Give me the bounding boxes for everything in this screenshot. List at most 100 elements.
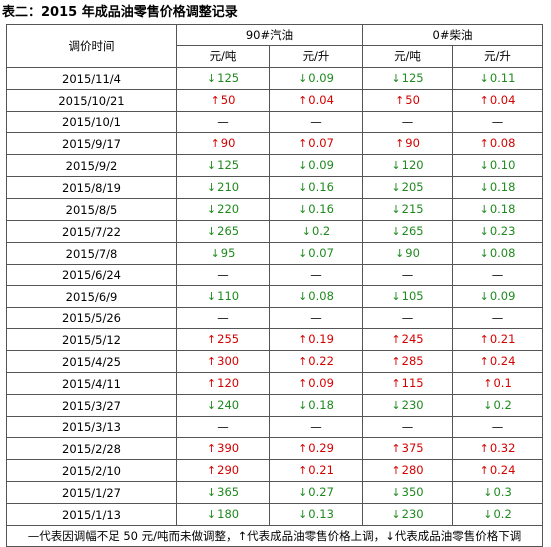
value-text: 0.09 xyxy=(489,289,516,303)
value-cell-g-ton: — xyxy=(176,264,270,286)
value-text: 0.1 xyxy=(493,376,512,390)
arrow-down-icon: ↓ xyxy=(479,159,489,172)
value-cell-d-ton: — xyxy=(362,111,453,133)
value-text: 215 xyxy=(401,202,424,216)
value-cell-g-l: — xyxy=(269,264,363,286)
value-cell-g-l: ↓0.27 xyxy=(269,481,363,504)
value-cell-d-ton: ↑115 xyxy=(362,372,453,395)
value-text: 240 xyxy=(217,398,240,412)
unit-diesel-liter: 元/升 xyxy=(451,45,544,68)
value-text: 0.2 xyxy=(311,224,331,238)
value-cell-g-ton: ↓220 xyxy=(176,198,270,221)
value-cell-d-l: ↓0.10 xyxy=(451,154,544,177)
arrow-up-icon: ↑ xyxy=(210,137,220,150)
table-row: 2015/2/28 ↑390 ↑0.29 ↑375 ↑0.32 xyxy=(6,437,544,460)
value-cell-d-ton: ↑280 xyxy=(362,459,453,482)
value-text: — xyxy=(401,420,414,434)
value-text: — xyxy=(217,311,229,325)
date-cell: 2015/8/19 xyxy=(6,176,177,199)
arrow-down-icon: ↓ xyxy=(206,159,217,172)
value-cell-d-l: ↓0.2 xyxy=(451,394,544,417)
unit-diesel-ton: 元/吨 xyxy=(362,45,453,68)
value-text: — xyxy=(217,268,229,282)
value-text: 375 xyxy=(401,441,424,455)
arrow-down-icon: ↓ xyxy=(391,203,401,216)
value-text: 210 xyxy=(217,180,240,194)
value-cell-d-l: — xyxy=(451,111,544,133)
value-cell-g-l: ↑0.07 xyxy=(269,132,363,155)
value-cell-g-ton: ↓110 xyxy=(176,285,270,308)
value-cell-g-l: ↓0.16 xyxy=(269,198,363,221)
value-text: 0.18 xyxy=(489,180,516,194)
value-cell-g-ton: ↓95 xyxy=(176,242,270,265)
value-cell-g-l: ↓0.09 xyxy=(269,154,363,177)
value-cell-g-l: ↑0.19 xyxy=(269,328,363,351)
value-text: 290 xyxy=(217,463,240,477)
footnote-row: —代表因调幅不足 50 元/吨而未做调整，↑代表成品油零售价格上调，↓代表成品油… xyxy=(5,525,544,547)
value-cell-d-l: ↑0.21 xyxy=(451,328,544,351)
date-cell: 2015/6/24 xyxy=(6,264,177,286)
arrow-up-icon: ↑ xyxy=(391,464,401,477)
value-cell-d-ton: ↓265 xyxy=(362,220,453,243)
value-cell-d-ton: ↓230 xyxy=(362,394,453,417)
arrow-down-icon: ↓ xyxy=(391,290,401,303)
table-row: 2015/9/2 ↓125 ↓0.09 ↓120 ↓0.10 xyxy=(6,154,544,177)
value-text: 0.16 xyxy=(308,180,334,194)
table-row: 2015/2/10 ↑290 ↑0.21 ↑280 ↑0.24 xyxy=(6,459,544,482)
date-cell: 2015/11/4 xyxy=(6,67,177,90)
arrow-up-icon: ↑ xyxy=(206,442,217,455)
table-row: 2015/3/13 — — — — xyxy=(6,416,544,438)
table-row: 2015/8/5 ↓220 ↓0.16 ↓215 ↓0.18 xyxy=(6,198,544,221)
arrow-up-icon: ↑ xyxy=(298,94,308,107)
unit-gasoline-liter: 元/升 xyxy=(269,45,363,68)
table-row: 2015/10/21 ↑50 ↑0.04 ↑50 ↑0.04 xyxy=(6,89,544,112)
value-text: 0.11 xyxy=(489,71,516,85)
value-cell-d-ton: ↓230 xyxy=(362,503,453,526)
value-text: 180 xyxy=(217,507,240,521)
table-row: 2015/4/25 ↑300 ↑0.22 ↑285 ↑0.24 xyxy=(6,350,544,373)
value-text: 95 xyxy=(220,246,236,260)
value-cell-d-ton: ↑245 xyxy=(362,328,453,351)
value-cell-g-ton: — xyxy=(176,416,270,438)
date-cell: 2015/3/27 xyxy=(6,394,177,417)
value-text: 280 xyxy=(401,463,424,477)
value-cell-d-ton: ↓205 xyxy=(362,176,453,199)
arrow-up-icon: ↑ xyxy=(298,377,308,390)
arrow-down-icon: ↓ xyxy=(483,399,493,412)
date-cell: 2015/10/21 xyxy=(6,89,177,112)
value-text: — xyxy=(310,268,322,282)
value-cell-d-l: ↓0.08 xyxy=(451,242,544,265)
value-text: — xyxy=(310,311,322,325)
arrow-down-icon: ↓ xyxy=(206,72,217,85)
arrow-up-icon: ↑ xyxy=(479,442,489,455)
arrow-up-icon: ↑ xyxy=(395,137,405,150)
value-cell-g-l: ↓0.18 xyxy=(269,394,363,417)
value-text: 105 xyxy=(401,289,424,303)
value-text: 245 xyxy=(401,332,424,346)
arrow-up-icon: ↑ xyxy=(391,377,401,390)
value-text: 0.08 xyxy=(489,246,516,260)
value-text: — xyxy=(491,115,504,129)
value-cell-g-l: ↑0.29 xyxy=(269,437,363,460)
value-cell-g-ton: ↑390 xyxy=(176,437,270,460)
value-text: — xyxy=(401,311,414,325)
arrow-up-icon: ↑ xyxy=(206,464,217,477)
arrow-down-icon: ↓ xyxy=(298,399,308,412)
arrow-down-icon: ↓ xyxy=(391,159,401,172)
value-text: 0.09 xyxy=(308,158,334,172)
arrow-down-icon: ↓ xyxy=(298,247,308,260)
date-cell: 2015/4/25 xyxy=(6,350,177,373)
value-cell-d-l: — xyxy=(451,416,544,438)
arrow-down-icon: ↓ xyxy=(479,181,489,194)
value-cell-g-ton: — xyxy=(176,111,270,133)
value-text: — xyxy=(217,115,229,129)
table-row: 2015/4/11 ↑120 ↑0.09 ↑115 ↑0.1 xyxy=(6,372,544,395)
table-row: 2015/9/17 ↑90 ↑0.07 ↑90 ↑0.08 xyxy=(6,132,544,155)
value-text: 0.04 xyxy=(489,93,516,107)
arrow-down-icon: ↓ xyxy=(483,486,493,499)
arrow-down-icon: ↓ xyxy=(206,290,217,303)
arrow-down-icon: ↓ xyxy=(298,486,308,499)
arrow-down-icon: ↓ xyxy=(479,72,489,85)
value-cell-d-l: ↓0.3 xyxy=(451,481,544,504)
arrow-down-icon: ↓ xyxy=(298,290,308,303)
